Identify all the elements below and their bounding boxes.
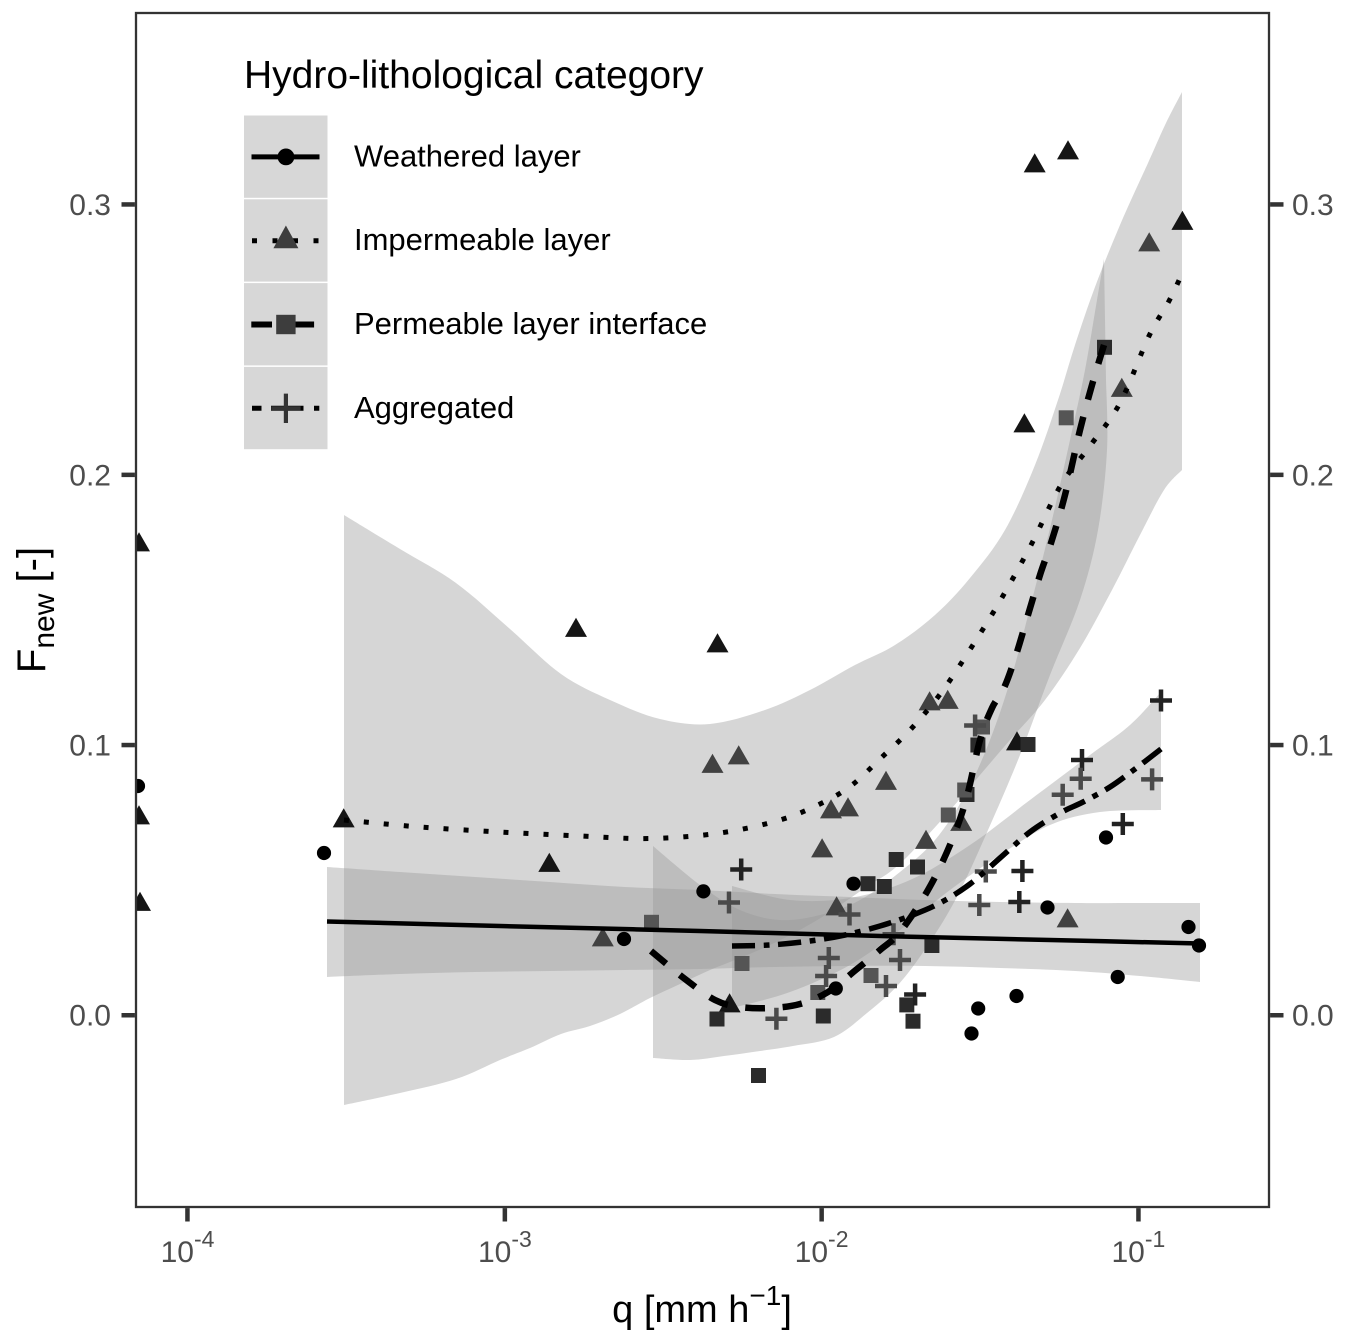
svg-text:0.1: 0.1 [1292, 730, 1334, 763]
svg-text:0.1: 0.1 [69, 730, 111, 763]
svg-text:0.3: 0.3 [69, 189, 111, 222]
svg-text:Permeable layer interface: Permeable layer interface [354, 306, 707, 341]
svg-text:0.2: 0.2 [1292, 459, 1334, 492]
svg-text:0.3: 0.3 [1292, 189, 1334, 222]
svg-text:Fnew [-]: Fnew [-] [10, 547, 61, 673]
svg-text:0.0: 0.0 [1292, 1000, 1334, 1033]
svg-text:Hydro-lithological category: Hydro-lithological category [244, 54, 704, 97]
svg-text:Impermeable layer: Impermeable layer [354, 222, 611, 257]
svg-text:Aggregated: Aggregated [354, 390, 514, 425]
svg-text:0.0: 0.0 [69, 1000, 111, 1033]
svg-text:0.2: 0.2 [69, 459, 111, 492]
svg-text:Weathered layer: Weathered layer [354, 138, 581, 173]
